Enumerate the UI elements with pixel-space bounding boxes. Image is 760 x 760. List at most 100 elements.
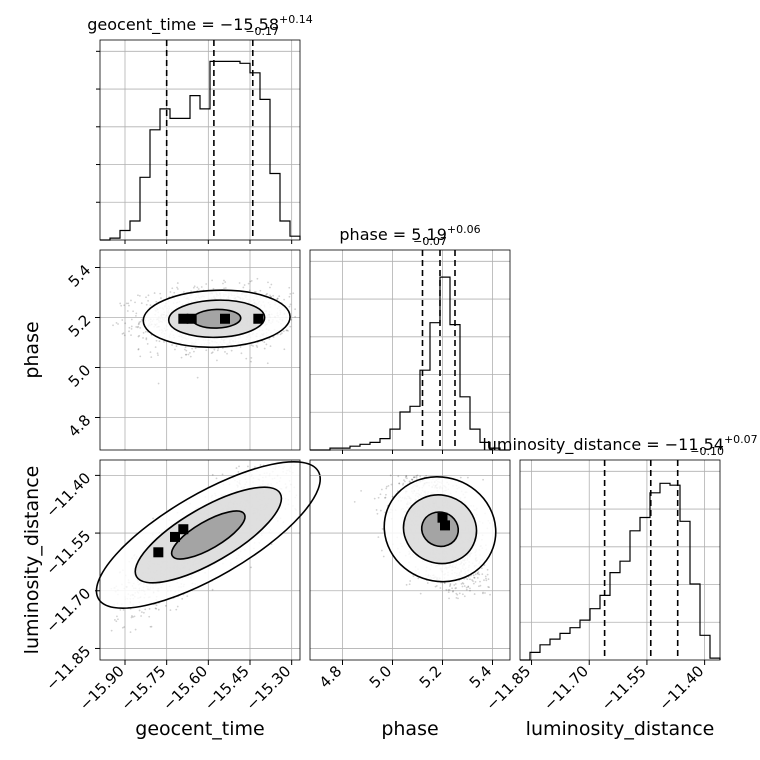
sample-point: [226, 352, 228, 355]
sample-point: [145, 296, 147, 299]
sample-point: [465, 588, 468, 591]
sample-point: [397, 475, 400, 478]
sample-point: [451, 587, 453, 590]
sample-point: [467, 586, 470, 588]
x-tick-label-luminosity_distance: −11.40: [655, 662, 707, 714]
sample-point: [190, 290, 192, 293]
sample-point: [415, 476, 418, 479]
sample-point: [405, 475, 408, 478]
sample-point: [147, 294, 150, 297]
sample-point: [157, 354, 159, 357]
sample-point: [476, 572, 479, 575]
sample-point: [375, 509, 378, 511]
sample-point: [415, 475, 418, 477]
y-tick-label-phase: 5.0: [65, 361, 95, 391]
sample-point: [408, 480, 411, 483]
sample-point: [458, 592, 461, 595]
sample-point: [483, 579, 485, 582]
sample-point: [248, 289, 251, 292]
y-tick-label-luminosity_distance: −11.55: [42, 527, 94, 579]
sample-point: [123, 334, 126, 337]
sample-point: [272, 294, 275, 297]
sample-point: [482, 592, 484, 595]
hot-cell: [440, 520, 450, 531]
sample-point: [221, 473, 224, 476]
sample-point: [473, 576, 476, 579]
sample-point: [169, 609, 172, 612]
x-axis-label-luminosity_distance: luminosity_distance: [526, 718, 715, 740]
sample-point: [137, 348, 140, 351]
sample-point: [115, 620, 118, 623]
density-geocent_time-luminosity_distance: [95, 461, 322, 634]
sample-point: [156, 352, 159, 355]
sample-point: [163, 341, 165, 343]
sample-point: [266, 362, 269, 365]
sample-point: [205, 349, 208, 352]
sample-point: [449, 584, 452, 586]
sample-point: [489, 593, 491, 596]
sample-point: [184, 346, 187, 349]
sample-point: [122, 608, 125, 611]
sample-point: [398, 482, 401, 485]
sample-point: [135, 312, 138, 315]
sample-point: [482, 478, 484, 481]
sample-point: [403, 479, 405, 482]
sample-point: [467, 585, 470, 588]
sample-point: [239, 346, 242, 348]
sample-point: [353, 500, 356, 503]
sample-point: [269, 345, 272, 348]
sample-point: [456, 593, 459, 596]
sample-point: [377, 496, 380, 499]
sample-point: [164, 604, 167, 607]
sample-point: [173, 291, 176, 294]
sample-point: [276, 297, 279, 300]
sample-point: [385, 485, 388, 488]
panel-hist-luminosity_distance: [519, 459, 721, 661]
sample-point: [123, 304, 126, 307]
sample-point: [142, 611, 145, 614]
sample-point: [447, 589, 450, 591]
sample-point: [137, 323, 140, 326]
sample-point: [263, 341, 266, 344]
panel-2d-geocent_time-luminosity_distance: [99, 459, 301, 661]
sample-point: [116, 615, 118, 618]
sample-point: [279, 333, 282, 336]
sample-point: [419, 475, 422, 478]
sample-point: [254, 466, 256, 469]
x-tick-label-geocent_time: −15.90: [76, 662, 128, 714]
sample-point: [288, 295, 291, 298]
sample-point: [459, 476, 462, 479]
sample-point: [158, 340, 161, 343]
sample-point: [133, 615, 136, 618]
sample-point: [154, 607, 157, 610]
sample-point: [217, 347, 220, 350]
sample-point: [469, 578, 471, 581]
title-luminosity_distance: luminosity_distance = −11.54+0.07 −0.10: [482, 433, 757, 458]
sample-point: [183, 291, 185, 293]
sample-point: [192, 286, 195, 289]
sample-point: [272, 336, 275, 338]
sample-point: [465, 586, 468, 589]
sample-point: [484, 575, 487, 578]
sample-point: [149, 304, 152, 307]
hot-cell: [178, 524, 189, 535]
sample-point: [413, 476, 416, 479]
contour-level-2: [170, 510, 246, 560]
sample-point: [469, 587, 471, 590]
sample-point: [476, 572, 479, 575]
sample-point: [265, 293, 268, 296]
sample-point: [124, 322, 127, 325]
y-tick-label-luminosity_distance: −11.70: [42, 584, 94, 636]
sample-point: [472, 580, 474, 583]
sample-point: [286, 329, 288, 332]
sample-point: [466, 476, 469, 479]
sample-point: [189, 355, 192, 358]
sample-point: [235, 467, 238, 469]
sample-point: [452, 590, 454, 593]
sample-point: [476, 576, 479, 579]
sample-point: [237, 471, 240, 473]
sample-point: [398, 482, 401, 485]
sample-point: [134, 301, 136, 304]
sample-point: [360, 489, 362, 492]
sample-point: [138, 322, 140, 325]
